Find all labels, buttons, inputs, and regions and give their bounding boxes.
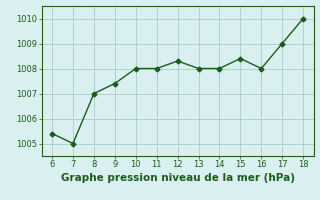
X-axis label: Graphe pression niveau de la mer (hPa): Graphe pression niveau de la mer (hPa) bbox=[60, 173, 295, 183]
